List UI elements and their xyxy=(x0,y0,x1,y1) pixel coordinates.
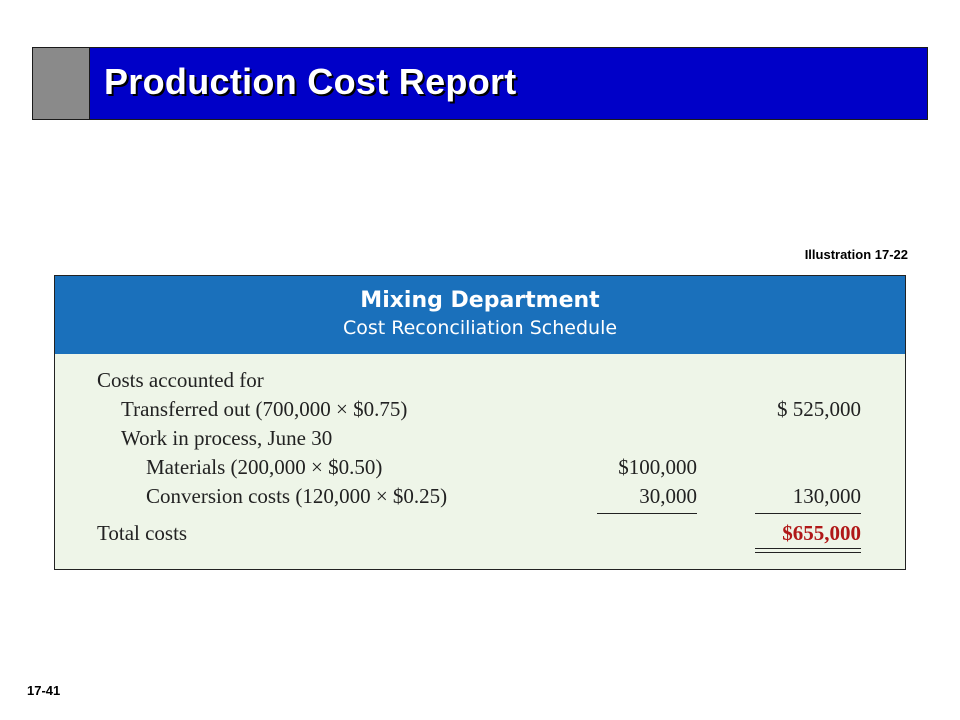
row-label: Costs accounted for xyxy=(97,368,264,392)
total-double-underline xyxy=(755,552,861,553)
total-value: $655,000 xyxy=(782,521,861,545)
title-accent-block xyxy=(33,48,90,119)
total-label: Total costs xyxy=(97,521,188,545)
schedule-header: Mixing Department Cost Reconciliation Sc… xyxy=(55,276,905,354)
subtotal-underline xyxy=(597,513,697,514)
department-name: Mixing Department xyxy=(360,288,600,313)
title-panel: Production Cost Report xyxy=(90,48,927,119)
illustration-label: Illustration 17-22 xyxy=(804,247,908,262)
row-detail-value: 30,000 xyxy=(639,484,697,508)
row-label: Transferred out (700,000 × $0.75) xyxy=(121,397,408,421)
row-total-value: $ 525,000 xyxy=(777,397,861,421)
slide-number: 17-41 xyxy=(27,683,61,698)
row-label: Work in process, June 30 xyxy=(121,426,333,450)
subtotal-underline xyxy=(755,513,861,514)
row-total-value: 130,000 xyxy=(792,484,861,508)
total-double-underline xyxy=(755,548,861,549)
schedule-subtitle: Cost Reconciliation Schedule xyxy=(342,317,618,339)
row-label: Materials (200,000 × $0.50) xyxy=(146,455,383,479)
row-label: Conversion costs (120,000 × $0.25) xyxy=(146,484,448,508)
title-bar: Production Cost Report xyxy=(32,47,928,120)
row-detail-value: $100,000 xyxy=(618,455,697,479)
cost-reconciliation-schedule: Mixing Department Cost Reconciliation Sc… xyxy=(54,275,906,570)
slide-title: Production Cost Report xyxy=(104,61,517,102)
